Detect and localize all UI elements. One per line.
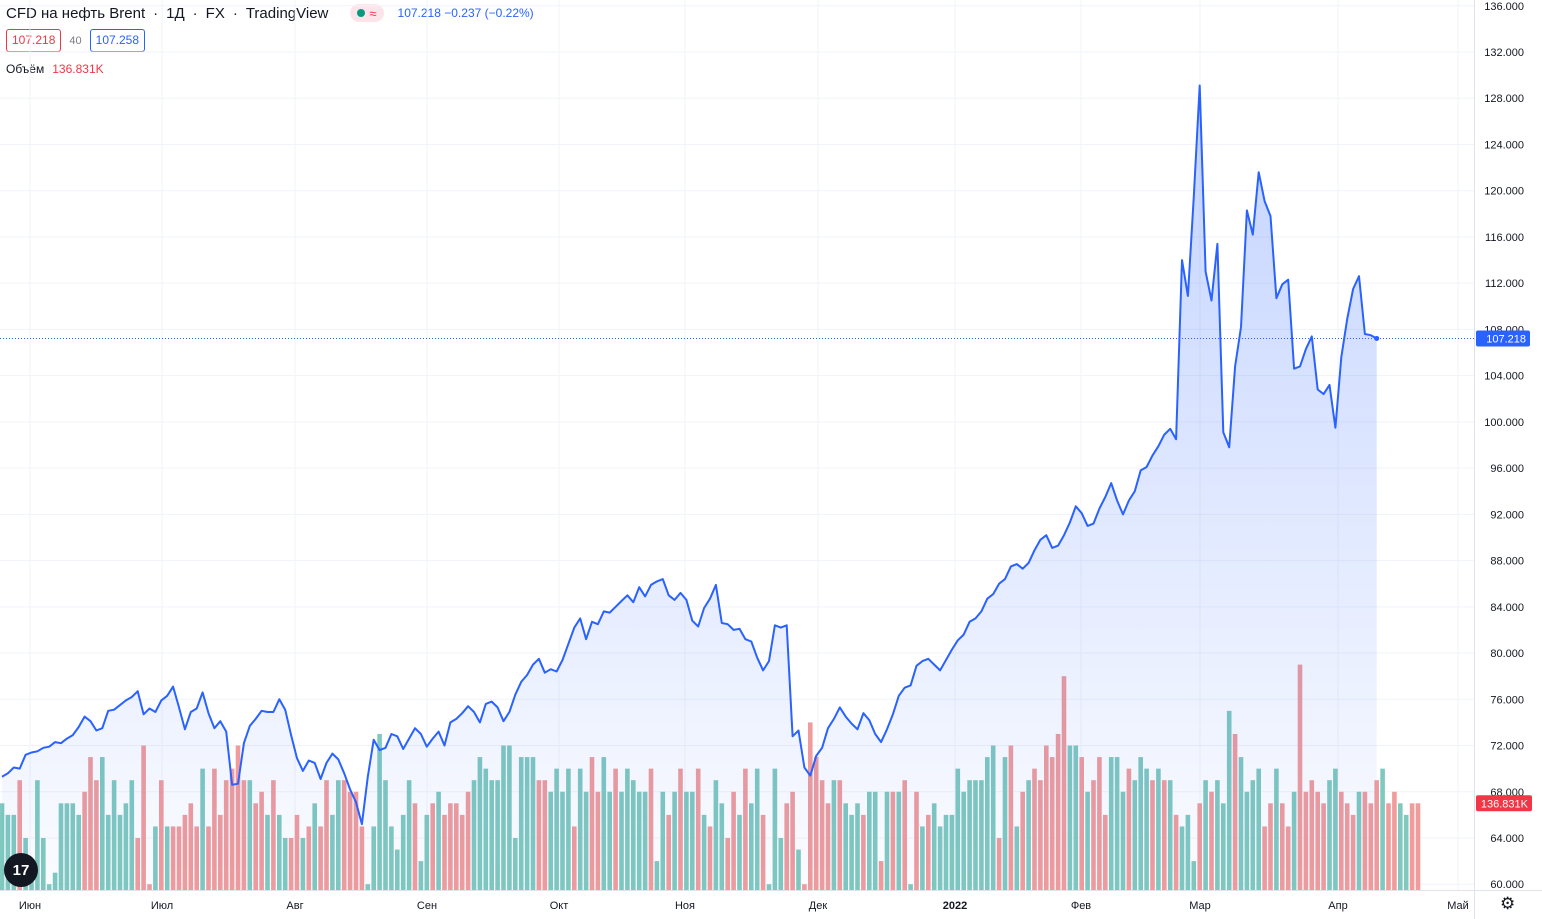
y-tick-label: 132.000 [1484,47,1524,59]
bid-ask-row: 107.218 40 107.258 [6,29,146,52]
x-tick-label: Май [1447,900,1469,912]
y-tick-label: 104.000 [1484,371,1524,383]
market-status-pill[interactable]: ≈ [350,4,384,22]
last-volume-tag-label: 136.831K [1481,798,1529,810]
source-label: TradingView [245,4,329,22]
approx-icon: ≈ [369,5,377,21]
exchange-label: FX [205,4,225,22]
x-tick-label: Июл [151,900,173,912]
x-tick-label: Фев [1071,900,1091,912]
last-price-dot [1374,335,1380,341]
volume-label: Объём [6,62,45,76]
ask-button[interactable]: 107.258 [89,29,146,52]
y-tick-label: 96.000 [1490,463,1524,475]
volume-bar [1409,803,1415,890]
quote-values: 107.218 −0.237 (−0.22%) [398,6,534,20]
last-price: 107.218 [397,6,441,20]
y-tick-label: 80.000 [1490,648,1524,660]
last-volume-tag [1476,795,1532,812]
y-tick-label: 100.000 [1484,417,1524,429]
legend-separator: · [232,4,238,22]
volume-bar [1415,803,1421,890]
price-line [1,84,1378,826]
volume-bar [1380,768,1385,890]
y-tick-label: 64.000 [1490,833,1524,845]
price-change: −0.237 [444,6,482,20]
volume-legend[interactable]: Объём 136.831K [6,62,104,76]
volume-value: 136.831K [52,62,104,76]
bid-button[interactable]: 107.218 [6,29,62,52]
y-tick-label: 88.000 [1490,556,1524,568]
gear-icon[interactable]: ⚙ [1500,894,1516,913]
volume-bar [1403,814,1409,890]
y-tick-label: 92.000 [1490,509,1524,521]
x-tick-label: Мар [1189,900,1211,912]
x-tick-label: 2022 [943,900,967,912]
x-tick-label: Июн [19,900,41,912]
volume-bar [1398,803,1403,890]
volume-bar [1392,791,1397,890]
x-tick-label: Сен [417,900,437,912]
spread-value: 40 [69,34,82,47]
y-tick-label: 112.000 [1485,278,1524,290]
symbol-name[interactable]: CFD на нефть Brent [6,4,146,22]
y-tick-label: 136.000 [1484,1,1524,13]
interval-label[interactable]: 1Д [166,4,185,22]
x-tick-label: Авг [286,900,303,912]
y-tick-label: 72.000 [1490,741,1524,753]
price-change-percent: (−0.22%) [484,6,534,20]
y-tick-label: 76.000 [1490,694,1524,706]
y-tick-label: 84.000 [1490,602,1524,614]
legend-separator: · [192,4,198,22]
x-tick-label: Апр [1328,900,1347,912]
legend-separator: · [153,4,159,22]
volume-bar [1386,803,1391,890]
tradingview-logo-icon[interactable]: 17 [4,853,38,887]
price-area-fill [2,85,1377,890]
y-tick-label: 128.000 [1484,93,1524,105]
live-dot-icon [357,9,366,17]
chart-legend: CFD на нефть Brent · 1Д · FX · TradingVi… [6,4,534,22]
y-tick-label: 124.000 [1484,139,1524,151]
y-tick-label: 120.000 [1484,186,1524,198]
y-tick-label: 60.000 [1490,879,1524,891]
last-price-tag-label: 107.218 [1486,333,1526,345]
last-price-tag [1476,330,1530,347]
x-tick-label: Ноя [675,900,695,912]
x-tick-label: Дек [809,900,828,912]
y-tick-label: 116.000 [1485,232,1524,244]
x-tick-label: Окт [550,900,569,912]
